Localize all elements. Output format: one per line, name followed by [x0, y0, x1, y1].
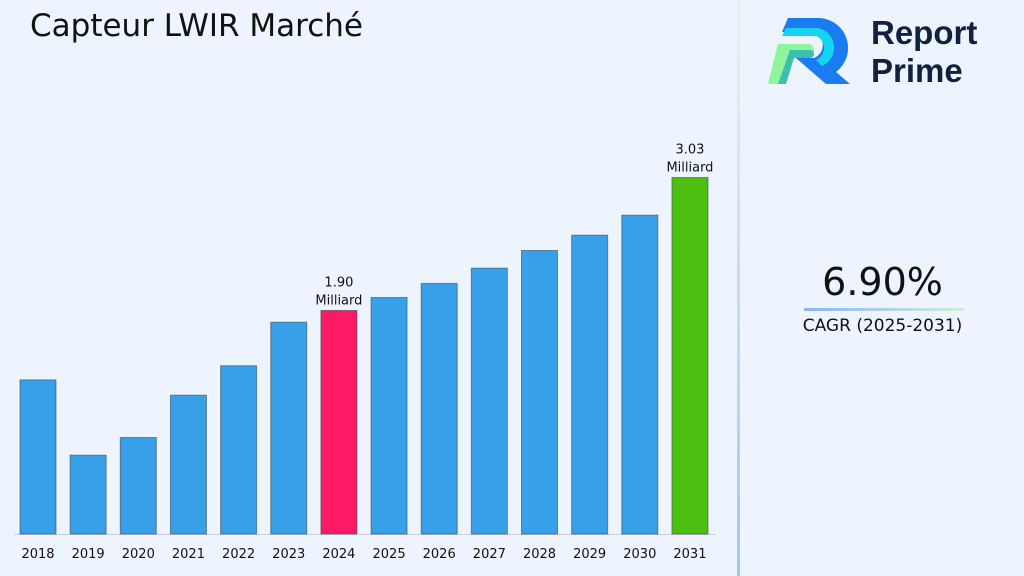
data-label-value: 1.90	[324, 275, 353, 290]
cagr-underline	[804, 308, 964, 311]
cagr-label: CAGR (2025-2031)	[802, 316, 963, 336]
data-label-unit: Milliard	[315, 293, 362, 308]
bar-2030	[621, 214, 659, 535]
bar-2021	[169, 394, 207, 535]
x-tick-label: 2031	[673, 547, 706, 562]
x-tick-label: 2018	[21, 547, 54, 562]
data-label-unit: Milliard	[666, 161, 713, 176]
x-tick-label: 2028	[523, 547, 556, 562]
x-tick-label: 2026	[423, 547, 456, 562]
bar-2029	[571, 234, 609, 535]
cagr-value: 6.90%	[822, 260, 943, 304]
bar-2022	[220, 365, 258, 535]
x-tick-label: 2030	[623, 547, 656, 562]
logo-text: Report Prime	[871, 14, 977, 90]
x-tick-label: 2025	[373, 547, 406, 562]
x-tick-label: 2020	[122, 547, 155, 562]
logo-line2: Prime	[871, 52, 963, 89]
bar-2028	[521, 249, 558, 535]
x-tick-label: 2027	[473, 547, 506, 562]
x-tick-label: 2023	[272, 547, 305, 562]
report-prime-logo-icon	[768, 18, 850, 84]
x-tick-label: 2024	[322, 547, 355, 562]
bar-2026	[420, 282, 458, 535]
bar-2031	[671, 177, 709, 535]
bar-2019	[69, 454, 107, 535]
bar-2027	[470, 267, 508, 535]
bar-2024	[320, 309, 358, 535]
x-tick-label: 2021	[172, 547, 205, 562]
bar-2018	[19, 379, 57, 535]
chart-title: Capteur LWIR Marché	[30, 8, 363, 44]
logo-line1: Report	[871, 14, 978, 51]
divider	[737, 0, 740, 576]
bar-chart: 2018 2019 2020 2021 2022 2023 2024 1.90 Milliard…	[14, 143, 716, 562]
x-tick-label: 2022	[222, 547, 255, 562]
bar-2025	[370, 297, 408, 535]
bar-2020	[119, 437, 157, 535]
x-tick-label: 2029	[573, 547, 606, 562]
data-label-value: 3.03	[675, 143, 704, 158]
bar-2023	[270, 321, 308, 535]
x-tick-label: 2019	[72, 547, 105, 562]
